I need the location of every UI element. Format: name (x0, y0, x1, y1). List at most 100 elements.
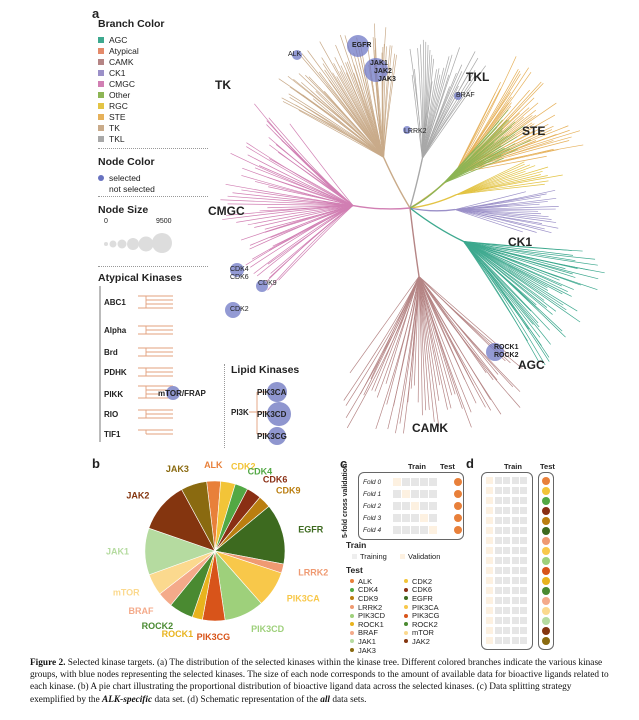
d-train-row (486, 537, 529, 544)
test-legend-label: LRRK2 (358, 602, 383, 612)
test-legend-item: LRRK2 (350, 603, 385, 612)
d-test-dot-icon (542, 547, 550, 555)
branch-legend-item: CAMK (98, 56, 208, 67)
branch-legend-item: Other (98, 89, 208, 100)
selected-kinase-node (225, 302, 241, 318)
test-color-dot-icon (404, 579, 408, 584)
branch-legend-label: CAMK (109, 56, 134, 67)
selected-kinase-node (364, 58, 388, 82)
test-color-dot-icon (404, 605, 408, 610)
pie-label-jak3: JAK3 (166, 464, 189, 474)
d-test-dot-icon (542, 607, 550, 615)
d-test-dot-icon (542, 487, 550, 495)
node-size-min: 0 (104, 218, 108, 225)
node-size-title: Node Size (98, 204, 149, 216)
cv-grid: Fold 0 Fold 1 Fold 2 Fold 3 Fold 4 (358, 472, 464, 540)
fold-cell (393, 490, 401, 498)
pie-label-egfr: EGFR (298, 525, 324, 535)
test-legend-label: BRAF (358, 628, 379, 638)
fold-label: Fold 2 (363, 502, 382, 510)
caption-text-1: Selected kinase targets. (a) The distrib… (30, 658, 609, 705)
group-tk: TK (215, 78, 231, 92)
test-legend-label: PIK3CG (412, 611, 440, 621)
test-legend-label: ALK (358, 576, 373, 586)
node-size-legend: Node Size 0 9500 (98, 204, 208, 260)
test-legend-item: PIK3CA (404, 603, 440, 612)
pie-label-pik3cd: PIK3CD (251, 624, 285, 634)
branch-legend-item: STE (98, 111, 208, 122)
pik3cg-label: PIK3CG (257, 432, 287, 441)
fold-cell (411, 478, 419, 486)
branch-legend-item: RGC (98, 100, 208, 111)
caption-figure-label: Figure 2. (30, 658, 66, 668)
swatch-icon (98, 135, 104, 142)
d-train-row (486, 617, 529, 624)
d-test-dot-icon (542, 567, 550, 575)
d-train-row (486, 507, 529, 514)
fold-cell (393, 514, 401, 522)
branch-legend-label: AGC (109, 34, 128, 45)
d-train-row (486, 477, 529, 484)
pie-label-pik3cg: PIK3CG (197, 632, 231, 642)
c-test-header: Test (440, 462, 455, 471)
test-color-dot-icon (404, 613, 408, 618)
kinase-tree (220, 23, 605, 434)
test-legend-item: JAK2 (404, 637, 440, 646)
panel-b-letter: b (92, 456, 100, 471)
test-color-dot-icon (350, 613, 354, 618)
test-color-dot-icon (350, 605, 354, 610)
test-dot-icon (454, 478, 462, 486)
tree-branch-group (409, 161, 563, 209)
test-legend-label: JAK3 (358, 645, 376, 655)
validation-swatch-icon (400, 554, 405, 559)
pie-label-rock1: ROCK1 (162, 629, 194, 639)
test-legend-label: CDK6 (412, 585, 433, 595)
not-selected-label: not selected (109, 183, 155, 194)
fold-label: Fold 1 (363, 490, 382, 498)
group-cmgc: CMGC (208, 204, 245, 218)
d-test-dot-icon (542, 617, 550, 625)
node-label-cdk2: CDK2 (230, 306, 249, 313)
selected-kinase-node (403, 126, 411, 134)
fold-cell (393, 502, 401, 510)
test-dot-icon (454, 526, 462, 534)
node-label-jak3: JAK3 (378, 76, 396, 83)
tree-branch-group (278, 23, 411, 209)
node-label-jak1: JAK1 (370, 60, 388, 67)
node-color-title: Node Color (98, 156, 155, 168)
lipid-title: Lipid Kinases (231, 364, 300, 376)
atypical-item-label: ABC1 (104, 298, 126, 307)
swatch-icon (98, 36, 104, 43)
test-legend-item: ROCK1 (350, 620, 385, 629)
d-test-dot-icon (542, 587, 550, 595)
pie-label-cdk2: CDK2 (231, 462, 256, 472)
branch-legend-label: CK1 (109, 67, 126, 78)
node-label-rock1: ROCK1 (494, 344, 519, 351)
tree-branch-group (220, 103, 411, 291)
fold-label: Fold 0 (363, 478, 382, 486)
test-color-dot-icon (404, 596, 408, 601)
fold-cell (420, 502, 428, 510)
test-legend-col2: CDK2 CDK6 EGFR PIK3CA PIK3CG ROCK2 mTOR JAK2 (404, 577, 440, 646)
test-color-dot-icon (404, 630, 408, 635)
figure-caption: Figure 2. Selected kinase targets. (a) T… (30, 657, 610, 706)
pie-label-jak2: JAK2 (126, 490, 149, 500)
panel-c-letter: c (340, 456, 348, 471)
selected-kinase-node (347, 35, 369, 57)
branch-legend-item: TK (98, 122, 208, 133)
selected-kinase-node (256, 280, 268, 292)
swatch-icon (98, 47, 104, 54)
d-test-dot-icon (542, 537, 550, 545)
test-legend-item: mTOR (404, 628, 440, 637)
node-label-lrrk2: LRRK2 (404, 128, 427, 135)
tree-branch-group (409, 189, 559, 234)
node-color-legend: Node Color selected not selected (98, 156, 208, 194)
atypical-item-label: Brd (104, 348, 118, 357)
d-test-dot-icon (542, 497, 550, 505)
fold-row: Fold 4 (363, 526, 462, 534)
test-color-dot-icon (350, 639, 354, 644)
test-color-dot-icon (350, 587, 354, 592)
test-dot-icon (454, 502, 462, 510)
test-color-dot-icon (350, 630, 354, 635)
